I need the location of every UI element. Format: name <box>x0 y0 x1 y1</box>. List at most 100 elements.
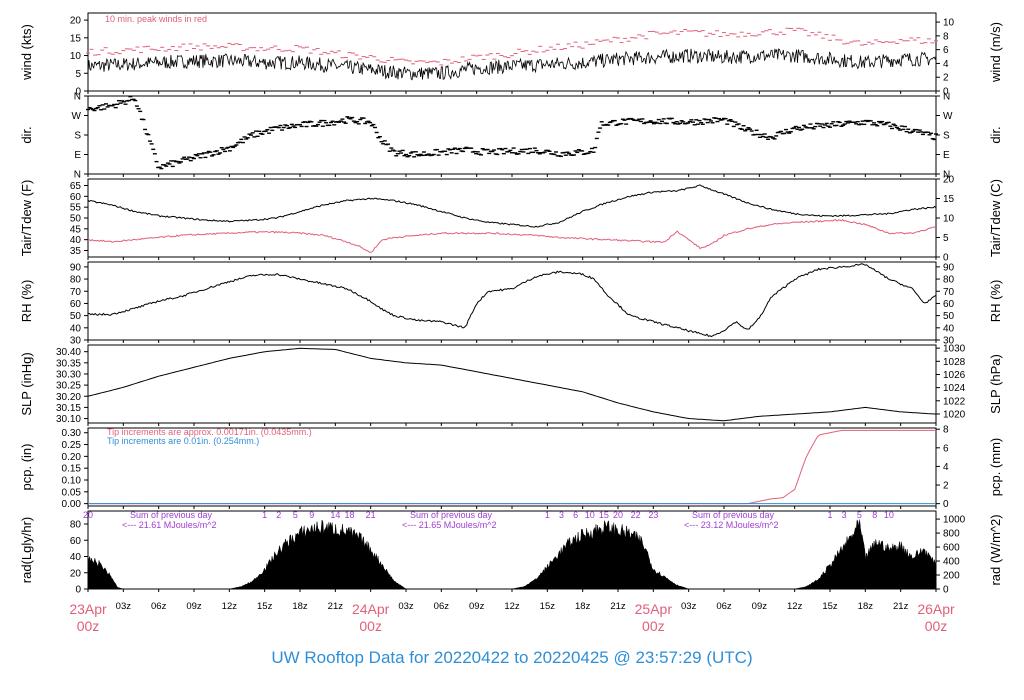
left-tick-label: 0.10 <box>62 476 82 487</box>
sun-hour-mark: 1 <box>827 510 832 520</box>
left-axis-label: dir. <box>19 126 34 143</box>
right-axis-label: wind (m/s) <box>988 22 1003 83</box>
x-hour-label: 09z <box>186 601 202 612</box>
daily-sum-value: <--- 21.65 MJoules/m^2 <box>402 520 497 530</box>
series-RH <box>88 263 937 338</box>
x-hour-label: 18z <box>292 601 308 612</box>
sun-hour-mark: 18 <box>344 510 354 520</box>
right-tick-label: 2 <box>943 73 949 84</box>
left-tick-label: 50 <box>70 311 82 322</box>
x-hour-label: 21z <box>893 601 909 612</box>
x-hour-label: 03z <box>116 601 132 612</box>
panel-temp: Tair/Tdew (F) Tair/Tdew (C)35404550556065… <box>19 175 1003 264</box>
x-day-hour-label: 00z <box>77 618 100 634</box>
left-tick-label: 30 <box>70 336 82 347</box>
x-hour-label: 06z <box>434 601 450 612</box>
x-hour-label: 06z <box>151 601 167 612</box>
right-tick-label: 20 <box>943 175 955 186</box>
x-day-hour-label: 00z <box>642 618 665 634</box>
x-day-label: 26Apr <box>917 601 955 617</box>
sun-hour-mark: 15 <box>599 510 609 520</box>
panel-frame <box>87 12 937 92</box>
sun-hour-mark: 20 <box>83 510 93 520</box>
series-radiation <box>87 518 937 590</box>
footer-title: UW Rooftop Data for 20220422 to 20220425… <box>271 648 753 667</box>
x-hour-label: 12z <box>504 601 520 612</box>
peak-wind-note: 10 min. peak winds in red <box>105 14 207 24</box>
right-tick-label: 40 <box>943 323 955 334</box>
left-tick-label: W <box>72 111 82 122</box>
right-tick-label: 1022 <box>943 396 966 407</box>
left-axis-label: wind (kts) <box>19 24 34 81</box>
right-tick-label: 0 <box>943 87 949 98</box>
left-tick-label: 20 <box>70 568 82 579</box>
daily-sum-value: <--- 21.61 MJoules/m^2 <box>122 520 217 530</box>
right-tick-label: 1020 <box>943 409 966 420</box>
sun-hour-mark: 2 <box>276 510 281 520</box>
left-tick-label: 30.20 <box>56 392 81 403</box>
sun-hour-mark: 21 <box>366 510 376 520</box>
x-day-label: 25Apr <box>635 601 673 617</box>
sun-hour-mark: 1 <box>262 510 267 520</box>
right-tick-label: 2 <box>943 481 949 492</box>
left-tick-label: 35 <box>70 246 82 257</box>
right-tick-label: 1024 <box>943 383 966 394</box>
left-tick-label: 30.30 <box>56 369 81 380</box>
left-tick-label: 45 <box>70 224 82 235</box>
right-tick-label: 0 <box>943 499 949 510</box>
x-hour-label: 15z <box>257 601 273 612</box>
panel-rad: rad(Lgly/hr) rad (W/m^2)02040608002004006… <box>19 510 1003 596</box>
left-tick-label: 0 <box>75 585 81 596</box>
left-tick-label: 0.15 <box>62 464 82 475</box>
right-tick-label: 400 <box>943 557 960 568</box>
right-tick-label: 80 <box>943 275 955 286</box>
right-tick-label: 15 <box>943 194 955 205</box>
right-tick-label: 1000 <box>943 515 966 526</box>
left-tick-label: 40 <box>70 235 82 246</box>
sun-hour-mark: 20 <box>613 510 623 520</box>
right-axis-label: rad (W/m^2) <box>988 514 1003 585</box>
left-tick-label: 20 <box>70 16 82 27</box>
left-tick-label: 55 <box>70 203 82 214</box>
left-tick-label: 10 <box>70 51 82 62</box>
left-tick-label: 0.05 <box>62 487 82 498</box>
panel-pcp: pcp. (in) pcp. (mm)0.000.050.100.150.200.… <box>19 425 1003 510</box>
right-tick-label: 600 <box>943 543 960 554</box>
left-tick-label: 30.25 <box>56 381 81 392</box>
left-tick-label: 80 <box>70 275 82 286</box>
sun-hour-mark: 1 <box>545 510 550 520</box>
series-Tair <box>87 184 937 228</box>
right-tick-label: 800 <box>943 529 960 540</box>
right-tick-label: 50 <box>943 311 955 322</box>
left-tick-label: 5 <box>75 69 81 80</box>
left-tick-label: N <box>74 170 81 181</box>
left-tick-label: E <box>74 150 81 161</box>
left-tick-label: S <box>74 131 81 142</box>
sun-hour-mark: 8 <box>872 510 877 520</box>
left-tick-label: 0.30 <box>62 428 82 439</box>
left-tick-label: 0 <box>75 87 81 98</box>
left-axis-label: Tair/Tdew (F) <box>19 180 34 257</box>
right-tick-label: 70 <box>943 287 955 298</box>
left-axis-label: RH (%) <box>19 280 34 323</box>
right-tick-label: 30 <box>943 336 955 347</box>
right-tick-label: 90 <box>943 262 955 273</box>
left-tick-label: 0.20 <box>62 452 82 463</box>
left-tick-label: 30.35 <box>56 358 81 369</box>
right-tick-label: 1030 <box>943 344 966 355</box>
left-axis-label: rad(Lgly/hr) <box>19 517 34 583</box>
daily-sum-value: <--- 23.12 MJoules/m^2 <box>684 520 779 530</box>
sun-hour-mark: 23 <box>648 510 658 520</box>
right-tick-label: N <box>943 170 950 181</box>
x-hour-label: 18z <box>575 601 591 612</box>
left-tick-label: 15 <box>70 33 82 44</box>
x-day-hour-label: 00z <box>925 618 948 634</box>
right-tick-label: 4 <box>943 59 949 70</box>
sun-hour-mark: 9 <box>309 510 314 520</box>
sun-hour-mark: 6 <box>573 510 578 520</box>
right-tick-label: 4 <box>943 462 949 473</box>
sun-hour-mark: 14 <box>330 510 340 520</box>
right-axis-label: Tair/Tdew (C) <box>988 179 1003 257</box>
sun-hour-mark: 3 <box>559 510 564 520</box>
right-axis-label: SLP (hPa) <box>988 354 1003 414</box>
